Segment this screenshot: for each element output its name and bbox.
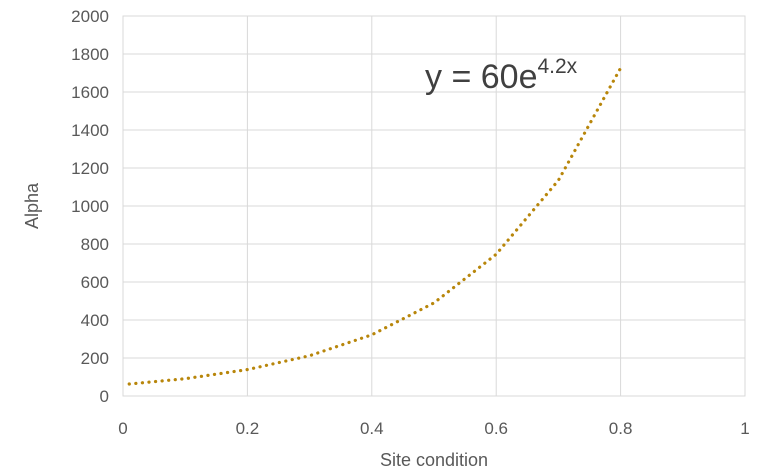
y-tick-label: 600 [81,273,109,292]
y-tick-label: 1200 [71,159,109,178]
x-axis-title: Site condition [380,450,488,470]
x-tick-label: 1 [740,419,749,438]
y-tick-label: 0 [100,387,109,406]
series-trendline [127,66,623,386]
y-tick-label: 1400 [71,121,109,140]
y-tick-label: 200 [81,349,109,368]
x-tick-label: 0 [118,419,127,438]
x-axis-tick-labels: 0 0.2 0.4 0.6 0.8 1 [118,419,749,438]
y-tick-label: 1000 [71,197,109,216]
y-tick-label: 400 [81,311,109,330]
y-tick-label: 800 [81,235,109,254]
plot-area-border [122,15,746,397]
y-tick-label: 1800 [71,45,109,64]
trendline-equation: y = 60e4.2x [425,55,578,96]
equation-base: y = 60e [425,58,537,96]
y-tick-label: 2000 [71,7,109,26]
y-tick-label: 1600 [71,83,109,102]
equation-exponent: 4.2x [537,55,577,78]
x-tick-label: 0.4 [360,419,384,438]
y-axis-tick-labels: 0 200 400 600 800 1000 1200 1400 1600 1800 2000 [71,7,109,406]
y-axis-title: Alpha [22,182,42,229]
series-line-0 [127,66,623,386]
x-tick-label: 0.8 [609,419,633,438]
x-tick-label: 0.2 [236,419,260,438]
x-tick-label: 0.6 [484,419,508,438]
